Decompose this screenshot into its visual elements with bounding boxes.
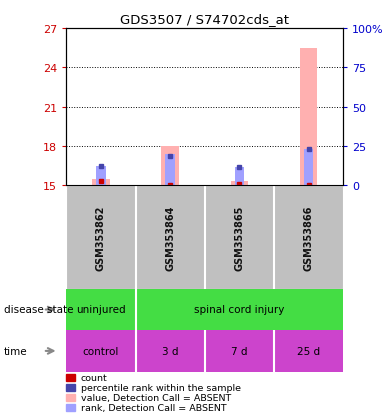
Text: uninjured: uninjured: [76, 305, 126, 315]
Text: value, Detection Call = ABSENT: value, Detection Call = ABSENT: [81, 393, 231, 402]
Text: 7 d: 7 d: [231, 346, 248, 356]
Text: count: count: [81, 373, 108, 382]
Text: GSM353866: GSM353866: [303, 205, 314, 270]
Bar: [165, 154, 175, 186]
Text: spinal cord injury: spinal cord injury: [194, 305, 285, 315]
Bar: [235, 168, 244, 186]
Text: percentile rank within the sample: percentile rank within the sample: [81, 383, 241, 392]
Title: GDS3507 / S74702cds_at: GDS3507 / S74702cds_at: [120, 13, 289, 26]
Text: rank, Detection Call = ABSENT: rank, Detection Call = ABSENT: [81, 403, 226, 412]
Bar: [300, 48, 317, 186]
Bar: [161, 147, 179, 186]
Text: 25 d: 25 d: [297, 346, 320, 356]
Bar: [304, 149, 313, 186]
Text: 3 d: 3 d: [162, 346, 178, 356]
Text: GSM353862: GSM353862: [96, 205, 106, 270]
Bar: [96, 166, 106, 186]
Text: control: control: [83, 346, 119, 356]
Text: time: time: [4, 346, 28, 356]
Text: disease state: disease state: [4, 305, 73, 315]
Bar: [92, 179, 110, 186]
Text: GSM353864: GSM353864: [165, 205, 175, 270]
Bar: [231, 182, 248, 186]
Text: GSM353865: GSM353865: [234, 205, 245, 270]
